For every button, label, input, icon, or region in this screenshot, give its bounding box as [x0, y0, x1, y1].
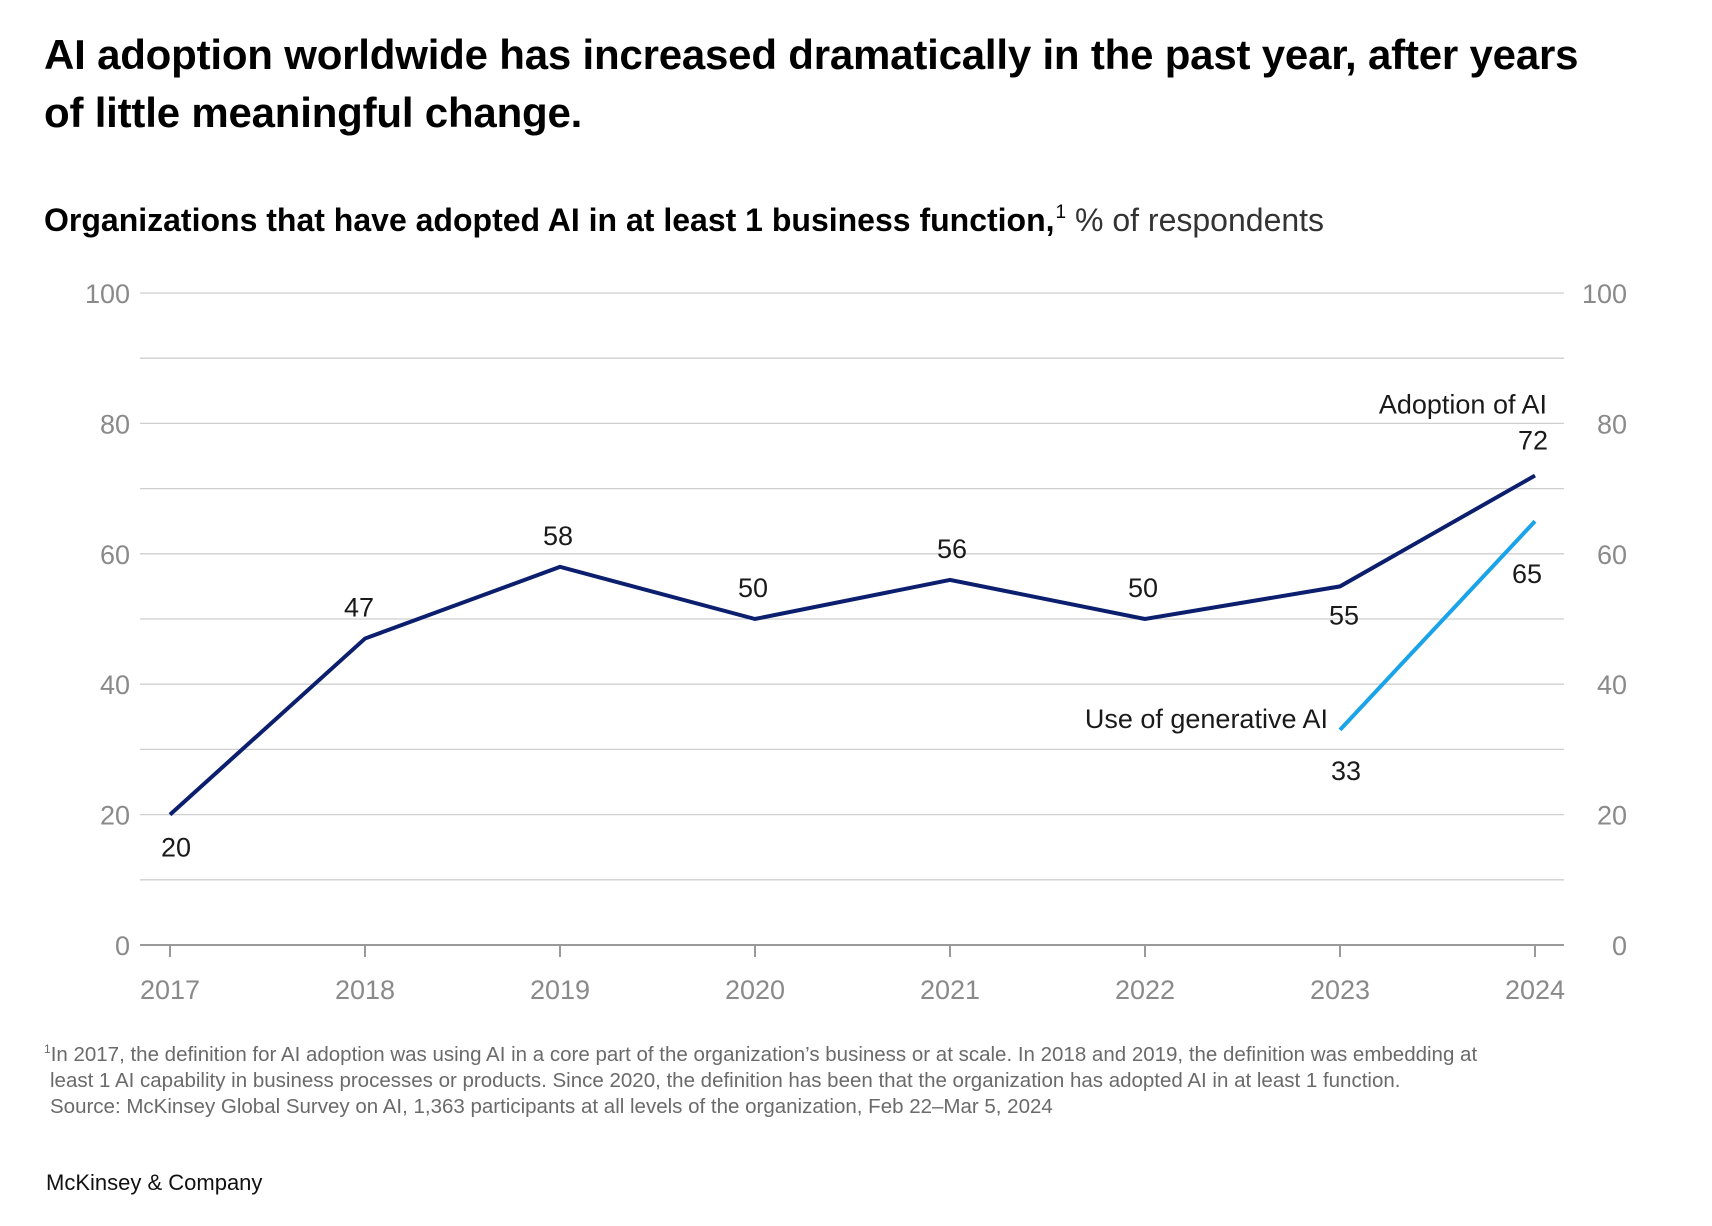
x-tick-label: 2024 — [1505, 975, 1565, 1005]
y-tick-label-right: 0 — [1612, 931, 1627, 961]
subtitle-unit: % of respondents — [1075, 202, 1325, 238]
gridlines — [140, 292, 1564, 946]
y-tick-label-left: 40 — [100, 670, 130, 700]
y-tick-label-left: 100 — [85, 279, 130, 309]
footnote-source: Source: McKinsey Global Survey on AI, 1,… — [50, 1095, 1053, 1118]
y-tick-label-left: 80 — [100, 409, 130, 439]
data-label-adoption: 47 — [344, 593, 374, 623]
footnote-line-1: 1In 2017, the definition for AI adoption… — [44, 1036, 1644, 1068]
data-label-adoption: 56 — [937, 534, 967, 564]
x-axis: 2017 2018 2019 2020 2021 2022 2023 2024 — [140, 945, 1565, 1005]
y-tick-label-right: 80 — [1597, 409, 1627, 439]
series-lines — [168, 473, 1537, 817]
data-label-adoption: 50 — [1128, 573, 1158, 603]
subtitle-main: Organizations that have adopted AI in at… — [44, 202, 1055, 238]
x-tick-label: 2020 — [725, 975, 785, 1005]
x-tick-label: 2021 — [920, 975, 980, 1005]
chart-title: AI adoption worldwide has increased dram… — [44, 31, 1579, 136]
data-label-adoption: 50 — [738, 573, 768, 603]
y-tick-label-right: 100 — [1582, 279, 1627, 309]
y-tick-label-right: 20 — [1597, 801, 1627, 831]
data-label-adoption: 55 — [1329, 600, 1359, 630]
series-label-adoption-of-ai: Adoption of AI — [1379, 390, 1547, 420]
data-label-genai: 33 — [1331, 756, 1361, 786]
data-labels: 20 47 58 50 56 50 55 72 33 65 Adoption of AI Use of… — [161, 390, 1548, 863]
y-tick-label-left: 0 — [115, 931, 130, 961]
x-tick-label: 2018 — [335, 975, 395, 1005]
y-tick-label-left: 60 — [100, 540, 130, 570]
footnote-marker: 1 — [44, 1042, 51, 1056]
subtitle-footnote-marker: 1 — [1055, 202, 1067, 223]
data-label-adoption: 20 — [161, 833, 191, 863]
footnote-text-1: In 2017, the definition for AI adoption … — [50, 1043, 1478, 1066]
y-axis-right: 100 80 60 40 20 0 — [1582, 279, 1627, 961]
data-label-adoption: 58 — [543, 521, 573, 551]
x-tick-label: 2023 — [1310, 975, 1370, 1005]
data-label-adoption: 72 — [1518, 426, 1548, 456]
y-tick-label-left: 20 — [100, 801, 130, 831]
series-line-adoption-of-ai — [168, 473, 1536, 817]
data-label-genai: 65 — [1512, 559, 1542, 589]
brand-logo-text: McKinsey & Company — [46, 1170, 263, 1195]
series-label-use-of-generative-ai: Use of generative AI — [1085, 704, 1328, 734]
y-tick-label-right: 60 — [1597, 540, 1627, 570]
x-tick-label: 2017 — [140, 975, 200, 1005]
y-axis-left: 100 80 60 40 20 0 — [85, 279, 130, 961]
footnote-line-2: least 1 AI capability in business proces… — [50, 1069, 1401, 1092]
series-line-use-of-generative-ai — [1338, 519, 1537, 732]
chart-subtitle: Organizations that have adopted AI in at… — [44, 192, 1324, 241]
y-tick-label-right: 40 — [1597, 670, 1627, 700]
footnote: 1In 2017, the definition for AI adoption… — [44, 1036, 1644, 1120]
x-tick-label: 2019 — [530, 975, 590, 1005]
x-tick-label: 2022 — [1115, 975, 1175, 1005]
